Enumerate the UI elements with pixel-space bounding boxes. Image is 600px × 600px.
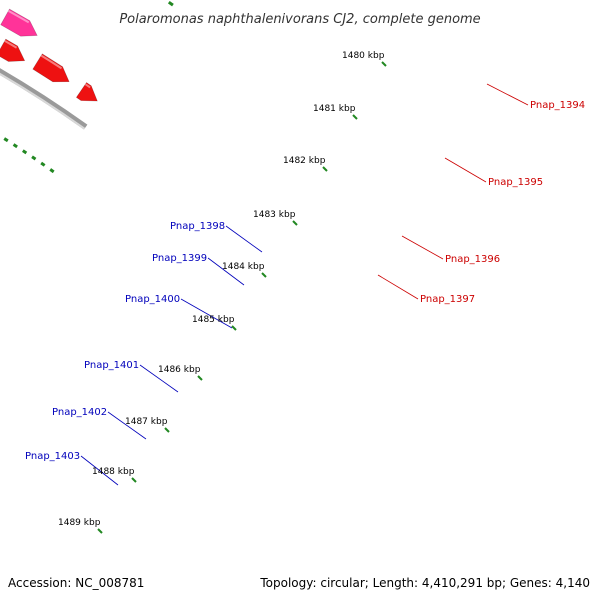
kbp-tick (352, 114, 358, 120)
kbp-label: 1486 kbp (158, 365, 201, 375)
gene-leader-line (486, 83, 529, 106)
gene-arrow-pnap_1394[interactable] (32, 53, 70, 83)
kbp-tick (292, 220, 298, 226)
kbp-tick (381, 61, 387, 67)
kbp-label: 1482 kbp (283, 156, 326, 166)
kbp-tick (164, 427, 170, 433)
kbp-tick (322, 166, 328, 172)
map-title: Polaromonas naphthalenivorans CJ2, compl… (119, 12, 480, 27)
gene-label-pnap_1395[interactable]: Pnap_1395 (488, 177, 543, 188)
gene-leader-line (107, 411, 147, 440)
gene-leader-line (225, 225, 263, 253)
gene-arrow-pnap_1395[interactable] (0, 8, 38, 37)
gene-leader-line (139, 364, 179, 393)
kbp-label: 1487 kbp (125, 417, 168, 427)
gene-arrow-pnap_1396[interactable] (0, 38, 26, 62)
kbp-tick (131, 477, 137, 483)
gene-leader-line (401, 235, 444, 260)
inner-dotted-ring (3, 137, 55, 174)
gene-leader-line (180, 298, 233, 329)
gene-leader-line (207, 257, 245, 286)
kbp-tick (261, 272, 267, 278)
kbp-tick (231, 325, 237, 331)
kbp-label: 1481 kbp (313, 104, 356, 114)
gene-label-pnap_1401[interactable]: Pnap_1401 (84, 360, 139, 371)
kbp-label: 1489 kbp (58, 518, 101, 528)
gene-label-pnap_1394[interactable]: Pnap_1394 (530, 100, 585, 111)
kbp-label: 1484 kbp (222, 262, 265, 272)
gene-label-pnap_1397[interactable]: Pnap_1397 (420, 294, 475, 305)
gene-arrow-extra-0[interactable] (75, 82, 98, 102)
kbp-label: 1483 kbp (253, 210, 296, 220)
outer-dotted-ring (167, 0, 174, 7)
kbp-tick (97, 528, 103, 534)
kbp-label: 1485 kbp (192, 315, 235, 325)
gene-label-pnap_1396[interactable]: Pnap_1396 (445, 254, 500, 265)
gene-label-pnap_1402[interactable]: Pnap_1402 (52, 407, 107, 418)
gene-label-pnap_1403[interactable]: Pnap_1403 (25, 451, 80, 462)
gene-label-pnap_1399[interactable]: Pnap_1399 (152, 253, 207, 264)
gene-leader-line (80, 455, 119, 486)
accession-text: Accession: NC_008781 (8, 576, 145, 590)
kbp-label: 1488 kbp (92, 467, 135, 477)
kbp-tick (197, 375, 203, 381)
topology-text: Topology: circular; Length: 4,410,291 bp… (260, 576, 590, 590)
gene-leader-line (444, 157, 487, 183)
genome-backbone (0, 68, 88, 130)
kbp-label: 1480 kbp (342, 51, 385, 61)
gene-leader-line (377, 274, 419, 300)
gene-label-pnap_1398[interactable]: Pnap_1398 (170, 221, 225, 232)
gene-label-pnap_1400[interactable]: Pnap_1400 (125, 294, 180, 305)
